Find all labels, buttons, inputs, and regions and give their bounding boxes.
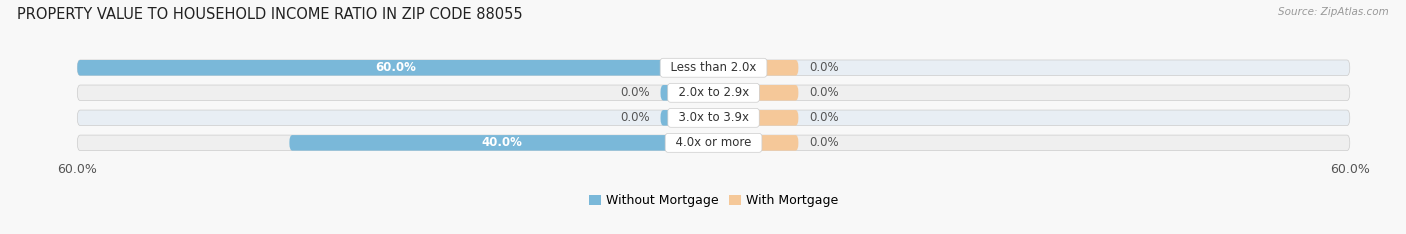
Text: 0.0%: 0.0% — [620, 111, 650, 124]
FancyBboxPatch shape — [661, 110, 714, 126]
FancyBboxPatch shape — [290, 135, 714, 151]
Legend: Without Mortgage, With Mortgage: Without Mortgage, With Mortgage — [583, 189, 844, 212]
Text: 60.0%: 60.0% — [375, 61, 416, 74]
Text: Source: ZipAtlas.com: Source: ZipAtlas.com — [1278, 7, 1389, 17]
Text: 0.0%: 0.0% — [808, 136, 838, 149]
FancyBboxPatch shape — [714, 135, 799, 151]
FancyBboxPatch shape — [77, 135, 1350, 151]
Text: 0.0%: 0.0% — [808, 61, 838, 74]
Text: 0.0%: 0.0% — [808, 111, 838, 124]
FancyBboxPatch shape — [77, 60, 714, 76]
FancyBboxPatch shape — [77, 85, 1350, 101]
FancyBboxPatch shape — [714, 60, 799, 76]
FancyBboxPatch shape — [714, 110, 799, 126]
Text: 2.0x to 2.9x: 2.0x to 2.9x — [671, 86, 756, 99]
Text: 0.0%: 0.0% — [620, 86, 650, 99]
FancyBboxPatch shape — [77, 60, 1350, 76]
Text: 0.0%: 0.0% — [808, 86, 838, 99]
Text: Less than 2.0x: Less than 2.0x — [664, 61, 763, 74]
FancyBboxPatch shape — [77, 110, 1350, 126]
FancyBboxPatch shape — [661, 85, 714, 101]
Text: 4.0x or more: 4.0x or more — [668, 136, 759, 149]
Text: 40.0%: 40.0% — [481, 136, 522, 149]
Text: PROPERTY VALUE TO HOUSEHOLD INCOME RATIO IN ZIP CODE 88055: PROPERTY VALUE TO HOUSEHOLD INCOME RATIO… — [17, 7, 523, 22]
Text: 3.0x to 3.9x: 3.0x to 3.9x — [671, 111, 756, 124]
FancyBboxPatch shape — [714, 85, 799, 101]
